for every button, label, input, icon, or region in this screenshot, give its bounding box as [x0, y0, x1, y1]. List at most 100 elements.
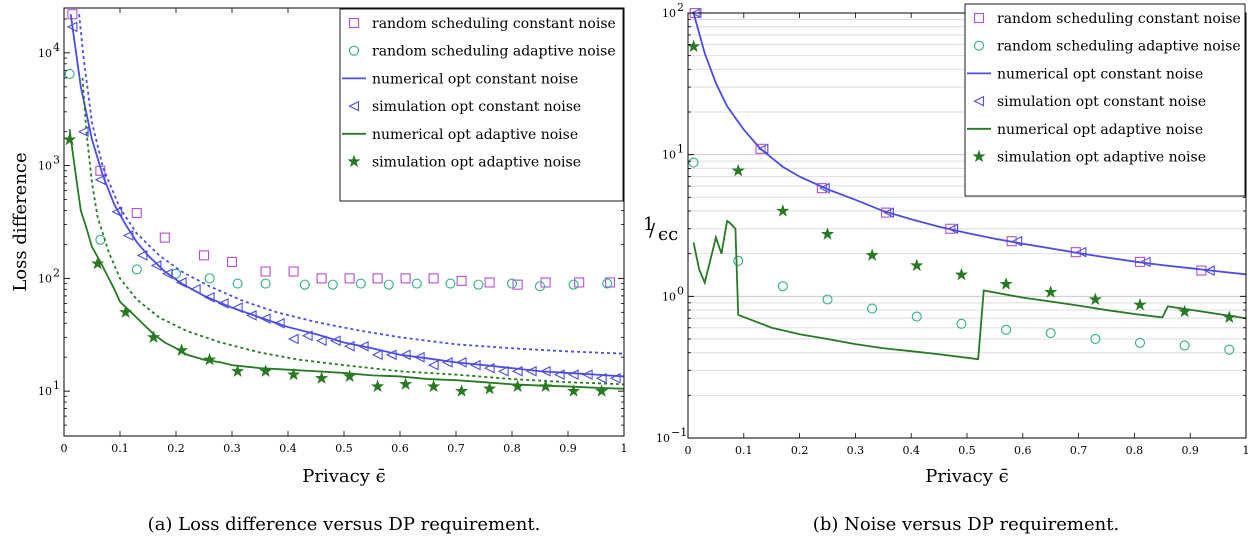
data-point	[371, 379, 385, 393]
legend-label: simulation opt adaptive noise	[997, 150, 1206, 166]
data-point	[170, 268, 182, 279]
data-point	[506, 278, 518, 289]
data-point	[343, 340, 355, 352]
legend-label: random scheduling constant noise	[372, 16, 616, 32]
x-tick-label: 0.6	[1014, 444, 1032, 457]
data-point	[1204, 265, 1215, 276]
data-point	[567, 384, 581, 397]
legend-entry: simulation opt constant noise	[348, 99, 581, 115]
panel-b-caption: (b) Noise versus DP requirement.	[813, 514, 1119, 535]
panel-a-y-axis-label: Loss difference	[10, 152, 31, 291]
data-point	[818, 182, 830, 194]
legend-entry: simulation opt adaptive noise	[347, 154, 581, 171]
data-point	[399, 349, 411, 361]
data-point	[1011, 235, 1023, 247]
legend-symbol	[973, 95, 985, 107]
data-point	[581, 369, 593, 381]
series-simulation-opt-adaptive-noise	[687, 39, 1236, 323]
data-point	[217, 298, 229, 309]
data-point	[687, 39, 701, 53]
x-tick-label: 0.6	[391, 442, 409, 455]
data-point	[299, 279, 310, 290]
data-point	[602, 278, 613, 289]
legend-symbol	[348, 100, 360, 112]
data-point	[883, 207, 894, 218]
data-point	[327, 279, 338, 290]
legend-entry: random scheduling constant noise	[348, 16, 616, 32]
legend-label: random scheduling constant noise	[997, 11, 1241, 27]
y-tick-base: 10	[656, 432, 670, 445]
y-tick-exponent: 2	[53, 266, 60, 279]
data-point	[91, 256, 105, 270]
data-point	[1088, 292, 1102, 306]
x-tick-label: 0.8	[503, 442, 521, 455]
series-simulation-opt-adaptive-noise	[63, 132, 609, 397]
data-point	[413, 351, 425, 363]
y-tick-exponent: 3	[53, 154, 60, 167]
y-tick-label: 10 3	[38, 154, 60, 173]
data-point	[757, 143, 769, 155]
data-point	[67, 9, 78, 20]
legend-entry: simulation opt adaptive noise	[972, 149, 1206, 166]
legend-box	[964, 3, 1246, 197]
panel-a-x-axis-label: Privacy ϵ̄	[302, 466, 385, 487]
data-point	[483, 362, 495, 374]
legend-label: random scheduling adaptive noise	[372, 44, 616, 60]
series-dotted	[81, 77, 625, 386]
panel-b: 0 0.1 0.2 0.3 0.4 0.5 0.6 0.7 0.8 0.9 110 −110 010 11…	[643, 1, 1250, 535]
data-point	[411, 278, 422, 289]
data-point	[595, 384, 609, 397]
y-tick-exponent: −1	[671, 426, 687, 439]
data-point	[231, 364, 245, 377]
data-point	[445, 278, 456, 289]
y-tick-exponent: 0	[677, 284, 684, 297]
x-tick-label: 0.5	[335, 442, 353, 455]
data-point	[301, 330, 313, 342]
data-point	[66, 21, 78, 33]
data-point	[956, 318, 967, 329]
legend-entry: numerical opt adaptive noise	[967, 122, 1203, 138]
x-tick-label: 0	[61, 442, 68, 455]
y-tick-exponent: 4	[53, 41, 60, 54]
data-point	[232, 278, 243, 289]
data-point	[203, 352, 217, 366]
data-point	[344, 273, 355, 284]
data-point	[427, 379, 441, 393]
series-line	[692, 219, 1247, 361]
data-point	[595, 372, 607, 384]
x-tick-label: 0.3	[847, 444, 865, 457]
data-point	[111, 206, 123, 218]
x-tick-label: 1	[1243, 444, 1250, 457]
legend-entry: numerical opt constant noise	[967, 66, 1203, 82]
data-point	[245, 309, 257, 321]
data-point	[259, 364, 273, 377]
legend-symbol	[973, 40, 985, 51]
data-point	[400, 273, 411, 284]
data-point	[287, 333, 299, 345]
data-point	[511, 379, 525, 393]
x-tick-label: 0.7	[1070, 444, 1088, 457]
legend-symbol	[347, 154, 361, 168]
data-point	[131, 207, 142, 219]
y-tick-exponent: 1	[677, 143, 684, 156]
data-point	[567, 369, 579, 381]
data-point	[150, 260, 162, 271]
data-point	[455, 384, 469, 397]
data-point	[484, 277, 495, 288]
x-tick-label: 0.3	[223, 442, 241, 455]
series-numerical-opt-adaptive-noise	[68, 129, 625, 390]
data-point	[820, 227, 835, 240]
data-point	[1134, 337, 1146, 348]
data-point	[688, 157, 699, 168]
data-point	[77, 126, 89, 138]
data-point	[329, 335, 341, 347]
legend-label: simulation opt constant noise	[372, 99, 581, 115]
y-tick-label: 10 1	[662, 143, 684, 162]
legend-symbol	[972, 149, 986, 163]
panel-b-y-label-slash: /	[649, 220, 656, 241]
data-point	[441, 356, 453, 368]
legend-label: numerical opt constant noise	[372, 71, 578, 87]
data-point	[63, 132, 77, 146]
data-point	[911, 311, 922, 322]
data-point	[954, 267, 969, 281]
